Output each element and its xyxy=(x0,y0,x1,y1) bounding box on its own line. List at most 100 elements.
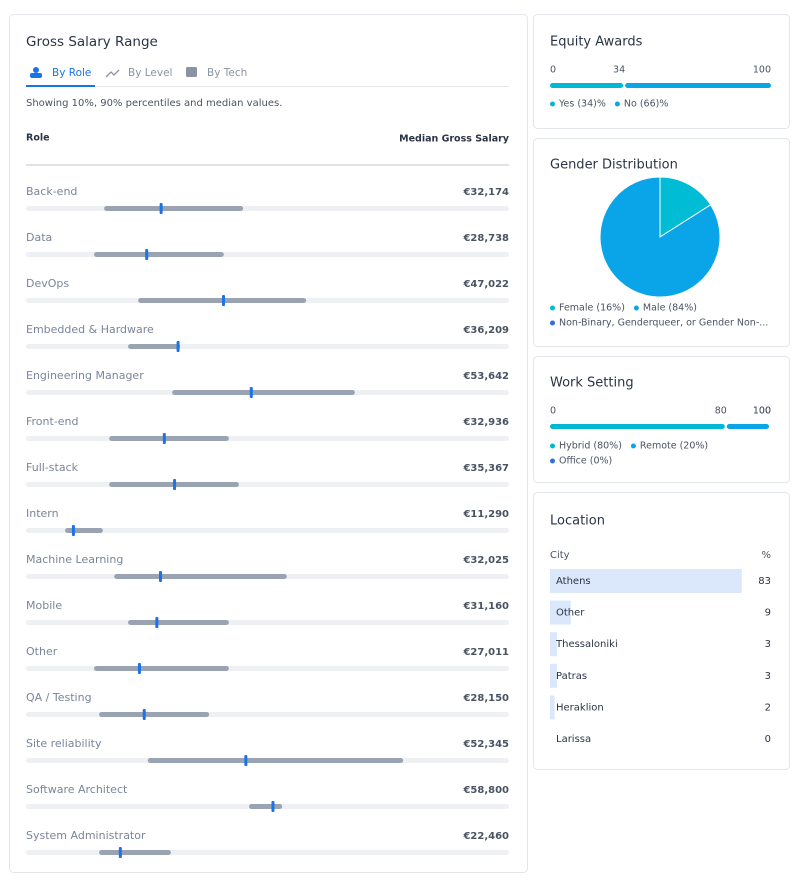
median-marker xyxy=(71,525,75,536)
legend-dot xyxy=(550,305,555,311)
percentile-range xyxy=(114,574,287,579)
median-label: €58,800 xyxy=(462,785,509,796)
legend-dot xyxy=(630,443,636,449)
x-tick-label: 100 xyxy=(753,406,771,417)
legend-label: Hybrid (80%) xyxy=(559,441,622,452)
tech-icon xyxy=(186,67,197,77)
median-marker xyxy=(221,295,225,306)
role-label: System Administrator xyxy=(26,829,146,842)
percentile-range xyxy=(109,436,229,441)
role-label: Back-end xyxy=(26,185,77,198)
legend-label: Female (16%) xyxy=(559,303,625,314)
column-header: City xyxy=(550,550,570,561)
legend-dot xyxy=(550,320,555,326)
median-marker xyxy=(271,801,275,812)
note: Showing 10%, 90% percentiles and median … xyxy=(26,98,282,109)
median-marker xyxy=(159,203,163,214)
percentile-range xyxy=(65,528,103,533)
city-value: 3 xyxy=(765,671,771,682)
role-icon xyxy=(30,73,42,78)
tab[interactable]: By Role xyxy=(52,67,91,79)
legend-label: Yes (34)% xyxy=(558,99,606,110)
role-label: Site reliability xyxy=(26,737,102,750)
median-label: €52,345 xyxy=(462,739,509,750)
median-label: €11,290 xyxy=(462,509,509,520)
median-label: €22,460 xyxy=(462,831,509,842)
x-tick-label: 0 xyxy=(550,406,556,417)
legend-label: Office (0%) xyxy=(559,456,612,467)
percentile-range xyxy=(99,712,210,717)
median-marker xyxy=(137,663,141,674)
median-label: €32,174 xyxy=(462,187,509,198)
salary-card xyxy=(9,14,528,873)
city-label: Athens xyxy=(556,576,591,587)
column-header: % xyxy=(761,550,771,561)
x-tick-label: 100 xyxy=(753,65,771,76)
city-label: Thessaloniki xyxy=(555,639,618,650)
location-bar xyxy=(550,632,557,657)
legend-dot xyxy=(633,305,639,311)
role-label: Machine Learning xyxy=(26,553,123,566)
legend-dot xyxy=(614,101,620,107)
card-title: Location xyxy=(550,514,605,529)
track xyxy=(26,206,509,211)
column-header: Role xyxy=(26,133,50,144)
percentile-range xyxy=(128,344,181,349)
median-marker xyxy=(118,847,122,858)
tab[interactable]: By Level xyxy=(128,67,172,79)
track xyxy=(26,482,509,487)
role-label: Software Architect xyxy=(26,783,128,796)
median-label: €36,209 xyxy=(462,325,509,336)
percentile-range xyxy=(249,804,283,809)
location-card xyxy=(533,492,790,770)
card-title: Equity Awards xyxy=(550,35,643,50)
card-title: Work Setting xyxy=(550,376,634,391)
role-label: QA / Testing xyxy=(26,691,92,704)
median-marker xyxy=(176,341,180,352)
role-label: Full-stack xyxy=(26,461,79,474)
median-label: €32,936 xyxy=(462,417,509,428)
location-bar xyxy=(550,569,742,593)
bar-segment xyxy=(625,83,771,88)
work-card xyxy=(533,356,790,483)
median-label: €28,150 xyxy=(462,693,509,704)
percentile-range xyxy=(94,252,224,257)
city-value: 0 xyxy=(765,734,771,745)
role-label: Other xyxy=(26,645,58,658)
x-tick-label: 34 xyxy=(613,65,625,76)
median-label: €47,022 xyxy=(462,279,509,290)
column-header: Median Gross Salary xyxy=(399,134,510,145)
legend-dot xyxy=(550,101,555,107)
city-value: 2 xyxy=(765,702,771,713)
city-label: Patras xyxy=(556,671,587,682)
role-label: Data xyxy=(26,231,52,244)
legend-dot xyxy=(550,443,555,449)
x-tick-label: 80 xyxy=(715,406,727,417)
median-marker xyxy=(162,433,166,444)
x-tick-label: 100 xyxy=(753,406,771,417)
median-marker xyxy=(142,709,146,720)
pie-slice xyxy=(659,176,712,238)
city-label: Larissa xyxy=(556,734,591,745)
bar-segment xyxy=(726,424,769,429)
median-label: €53,642 xyxy=(462,371,509,382)
pie-slice xyxy=(599,176,721,298)
median-label: €31,160 xyxy=(462,601,509,612)
track xyxy=(26,712,509,717)
tab[interactable]: By Tech xyxy=(207,67,247,79)
median-marker xyxy=(145,249,149,260)
track xyxy=(26,344,509,349)
bar-segment xyxy=(550,424,725,429)
city-value: 83 xyxy=(758,576,771,587)
tab-icons xyxy=(30,67,197,78)
median-label: €28,738 xyxy=(462,233,509,244)
level-icon xyxy=(105,69,120,78)
track xyxy=(26,528,509,533)
role-label: DevOps xyxy=(26,277,69,290)
bar-segment xyxy=(550,83,624,88)
median-label: €32,025 xyxy=(462,555,509,566)
location-bar xyxy=(550,600,571,625)
legend-label: Remote (20%) xyxy=(640,441,708,452)
card-title: Gross Salary Range xyxy=(26,34,158,50)
